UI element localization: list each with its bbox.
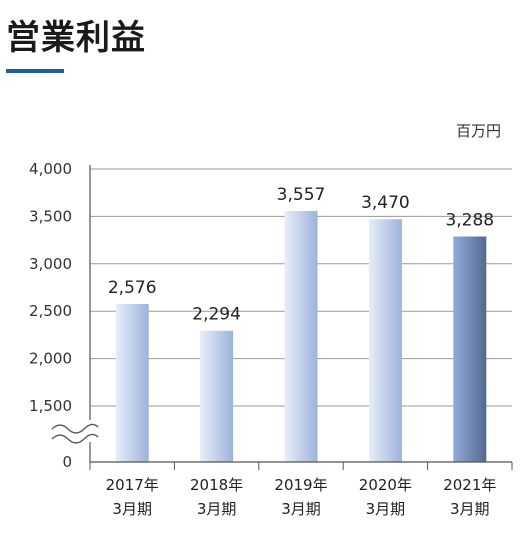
x-category-label: 2018年 [190,476,243,494]
x-category-label: 3月期 [366,500,406,518]
bar-value-label: 2,294 [192,305,241,325]
y-tick-label: 0 [62,453,72,471]
y-tick-label: 4,000 [29,160,72,178]
y-tick-label: 2,000 [29,350,72,368]
bar [200,330,234,462]
y-tick-label: 1,500 [29,397,72,415]
x-category-label: 3月期 [281,500,321,518]
bar [453,236,487,462]
x-category-label: 3月期 [112,500,152,518]
title-underline [6,69,64,73]
x-category-label: 2017年 [106,476,159,494]
page-title: 営業利益 [6,18,146,58]
x-category-label: 3月期 [450,500,490,518]
unit-label: 百万円 [456,122,502,140]
x-category-label: 3月期 [197,500,237,518]
bar-value-label: 3,470 [361,193,410,213]
bar [284,210,318,462]
y-tick-label: 3,000 [29,255,72,273]
y-tick-label: 2,500 [29,302,72,320]
x-category-label: 2021年 [443,476,496,494]
bar-value-label: 3,288 [445,210,494,230]
x-category-label: 2019年 [274,476,327,494]
y-tick-label: 3,500 [29,207,72,225]
bar-value-label: 2,576 [108,278,157,298]
bar-value-label: 3,557 [277,185,326,205]
bar [115,303,149,462]
x-category-label: 2020年 [359,476,412,494]
axis-break-marker [50,420,99,444]
bar [368,219,402,462]
